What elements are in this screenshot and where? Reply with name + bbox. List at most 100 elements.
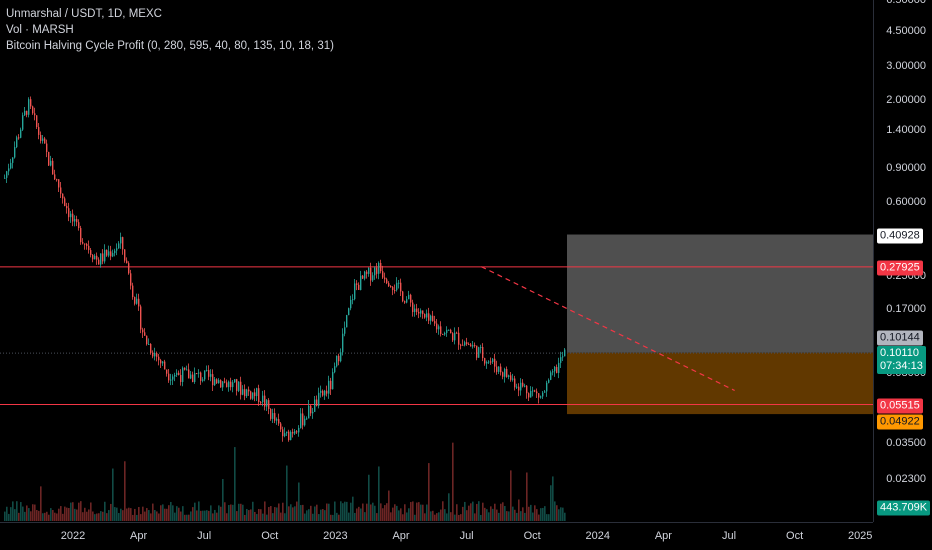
volume-bar [440, 509, 442, 521]
candle-body [86, 244, 88, 246]
volume-bar [194, 502, 196, 521]
time-tick-label: Jul [197, 530, 212, 542]
volume-bar [278, 503, 280, 521]
volume-bar [498, 512, 500, 521]
candle-body [442, 333, 444, 335]
candle-body [188, 369, 190, 379]
candle-body [36, 115, 38, 128]
candle-body [358, 284, 360, 290]
price-axis[interactable]: 6.50000 4.50000 3.00000 2.00000 1.40000 0.900… [873, 0, 932, 522]
candle-body [552, 371, 554, 373]
volume-bar [190, 511, 192, 521]
candle-body [58, 179, 60, 188]
volume-bar [122, 510, 124, 521]
volume-bar [410, 502, 412, 521]
candle-body [430, 315, 432, 321]
volume-bar [496, 509, 498, 521]
symbol-title[interactable]: Unmarshal / USDT, 1D, MEXC [6, 8, 162, 20]
volume-bar [420, 504, 422, 521]
candle-body [30, 99, 32, 107]
volume-bar [166, 508, 168, 521]
time-tick-label: Apr [392, 530, 410, 542]
candle-body [396, 282, 398, 291]
volume-bar [428, 463, 430, 521]
candle-body [526, 385, 528, 394]
volume-bar [62, 513, 64, 521]
volume-bar [170, 501, 172, 521]
candle-body [212, 374, 214, 386]
candle-body [10, 162, 12, 169]
volume-bar [210, 505, 212, 521]
volume-bar [218, 505, 220, 521]
candle-body [236, 379, 238, 391]
volume-bar [164, 508, 166, 521]
candle-body [34, 113, 36, 116]
volume-bar [276, 507, 278, 521]
candle-body [132, 285, 134, 298]
candle-body [152, 352, 154, 357]
volume-bar [298, 482, 300, 521]
candle-body [364, 271, 366, 279]
volume-bar [304, 513, 306, 521]
time-axis[interactable]: 2022 Apr Jul Oct 2023 Apr Jul Oct 2024 Apr Jul Oct 2… [0, 522, 873, 550]
volume-bar [98, 513, 100, 521]
price-tick-label: 0.03500 [886, 437, 926, 449]
volume-bar [486, 509, 488, 521]
volume-bar [444, 509, 446, 521]
volume-bar [562, 507, 564, 521]
volume-bar [510, 470, 512, 521]
candle-body [546, 382, 548, 392]
candle-body [20, 129, 22, 138]
volume-bar [252, 501, 254, 521]
candle-body [144, 332, 146, 336]
price-chart[interactable] [0, 0, 873, 522]
volume-bar [466, 510, 468, 521]
candle-body [96, 255, 98, 260]
candle-body [528, 393, 530, 398]
candle-body [202, 379, 204, 381]
volume-bar [430, 511, 432, 521]
candle-body [320, 390, 322, 393]
halving-indicator-label[interactable]: Bitcoin Halving Cycle Profit (0, 280, 59… [6, 40, 334, 52]
candle-body [454, 332, 456, 341]
volume-bar [336, 512, 338, 521]
volume-bar [180, 511, 182, 521]
volume-bar [178, 507, 180, 521]
volume-bar [368, 474, 370, 521]
candle-body [380, 262, 382, 272]
volume-bar [84, 507, 86, 521]
volume-bar [310, 505, 312, 521]
volume-bar [468, 505, 470, 521]
candle-body [198, 372, 200, 374]
candle-body [562, 356, 564, 358]
candle-body [348, 308, 350, 316]
candle-body [484, 358, 486, 364]
volume-bar [500, 503, 502, 521]
volume-bar [456, 504, 458, 521]
volume-bar [398, 510, 400, 521]
volume-bar [130, 508, 132, 521]
candle-body [120, 237, 122, 244]
candle-body [154, 353, 156, 357]
candle-body [72, 213, 74, 222]
candle-body [252, 392, 254, 399]
volume-bar [90, 502, 92, 521]
candle-body [512, 378, 514, 380]
candle-body [272, 413, 274, 419]
volume-bar [274, 507, 276, 521]
volume-bar [72, 502, 74, 521]
volume-bar [102, 511, 104, 521]
candle-body [522, 382, 524, 387]
volume-bar [124, 461, 126, 521]
volume-bar [296, 501, 298, 521]
volume-bar [450, 512, 452, 521]
volume-bar [60, 506, 62, 521]
volume-bar [312, 513, 314, 521]
volume-indicator-label[interactable]: Vol · MARSH [6, 24, 74, 36]
chart-pane[interactable]: Unmarshal / USDT, 1D, MEXC Vol · MARSH B… [0, 0, 873, 522]
candle-body [370, 267, 372, 281]
candle-body [346, 315, 348, 328]
volume-bar [446, 513, 448, 521]
volume-bar [526, 472, 528, 521]
volume-bar [200, 510, 202, 521]
